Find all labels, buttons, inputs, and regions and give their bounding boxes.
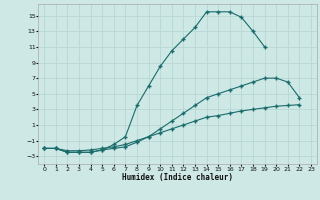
X-axis label: Humidex (Indice chaleur): Humidex (Indice chaleur) — [122, 173, 233, 182]
